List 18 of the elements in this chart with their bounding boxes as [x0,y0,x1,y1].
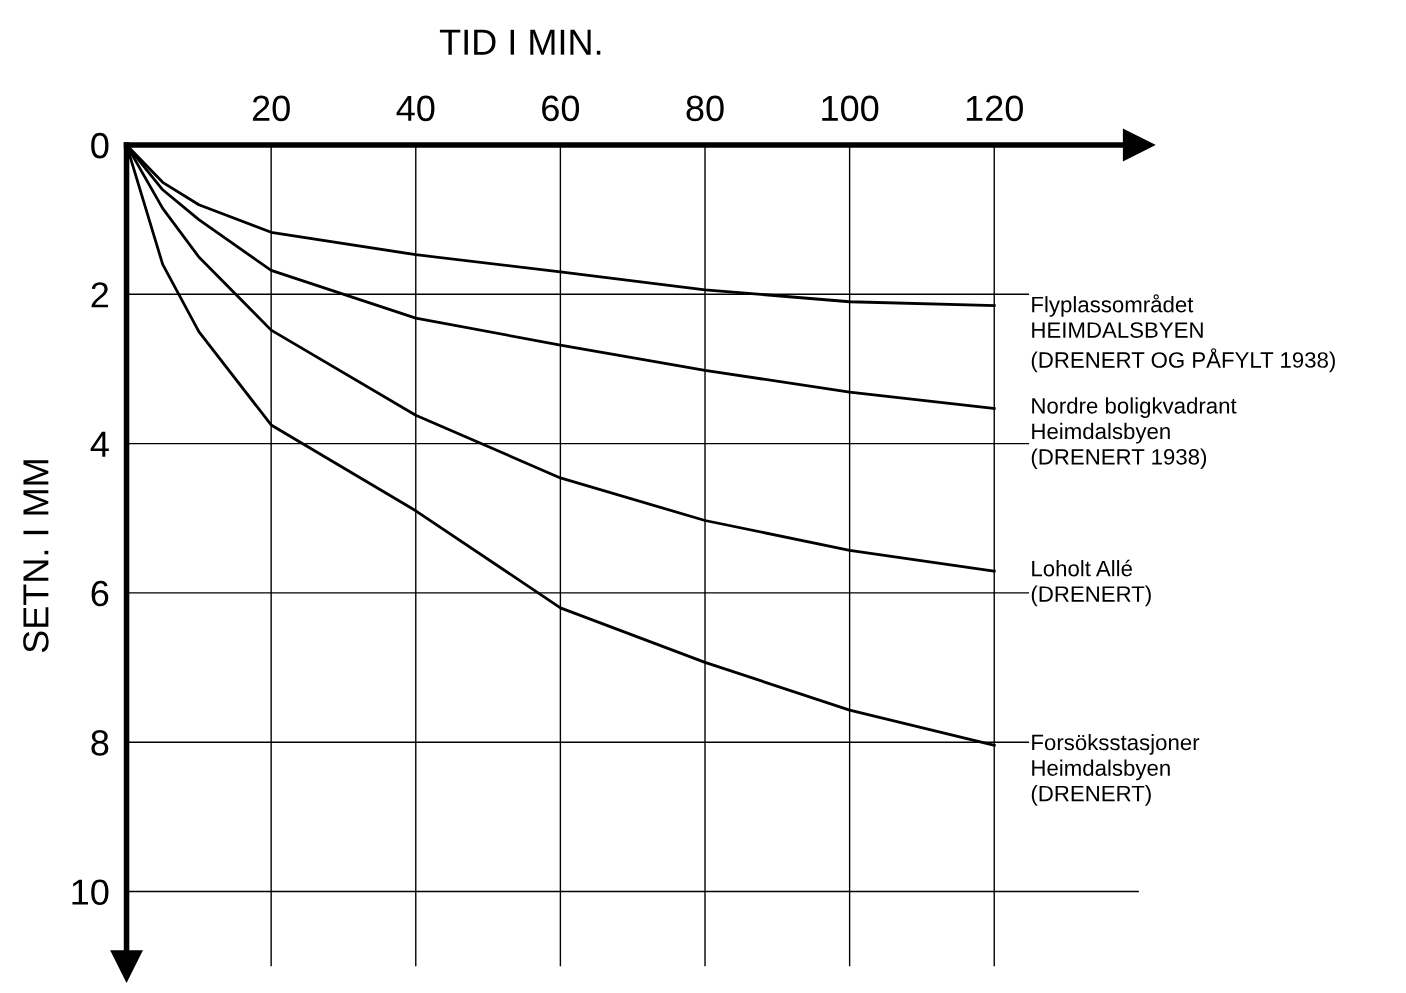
series-label: Nordre boligkvadrant Heimdalsbyen (DRENERT 1938) [1031,397,1237,470]
y-tick-label: 0 [91,132,109,159]
x-axis-title: TID I MIN. [439,29,601,55]
y-tick-label: 2 [91,282,109,308]
x-tick-label: 20 [252,95,290,122]
x-tick-label: 100 [822,95,879,122]
series-label: Loholt Allé (DRENERT) [1031,559,1151,607]
x-tick-label: 80 [686,95,724,122]
x-tick-label: 40 [396,95,435,122]
y-tick-label: 4 [90,431,109,457]
x-tick-label: 60 [542,95,580,122]
x-tick-label: 120 [966,95,1023,122]
series-label: Forsöksstasjoner Heimdalsbyen (DRENERT) [1031,734,1200,806]
series-label: Flyplassområdet HEIMDALSBYEN (DRENERT OG PÅFYLT 1938) [1031,294,1335,373]
y-tick-label: 8 [91,730,109,756]
y-axis-title: SETN. I MM [23,460,49,653]
y-tick-label: 6 [91,580,109,607]
y-tick-label: 10 [72,879,109,905]
